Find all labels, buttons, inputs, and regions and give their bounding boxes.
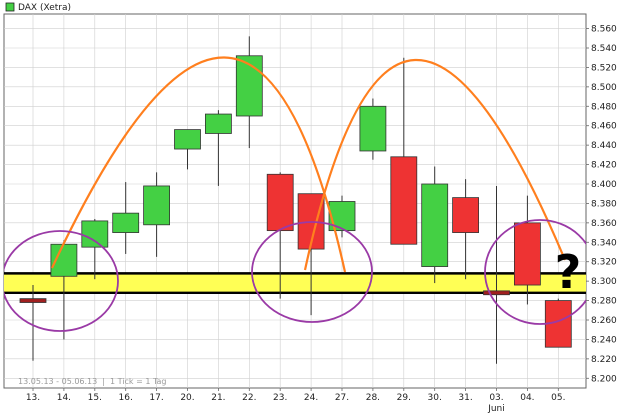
y-tick-label: 8.200 bbox=[591, 374, 617, 384]
y-tick-label: 8.260 bbox=[591, 316, 617, 326]
candle-body bbox=[452, 197, 480, 233]
candle-7 bbox=[204, 110, 232, 186]
x-tick-label: 05. bbox=[551, 393, 565, 403]
legend: DAX (Xetra) bbox=[5, 2, 71, 13]
y-tick-label: 8.420 bbox=[591, 161, 617, 171]
candle-8 bbox=[235, 36, 263, 149]
y-tick-label: 8.480 bbox=[591, 102, 617, 112]
candle-body bbox=[421, 183, 449, 267]
candle-16 bbox=[483, 185, 510, 364]
y-tick-label: 8.560 bbox=[591, 25, 617, 35]
y-axis: 8.200 8.220 8.240 8.260 8.280 8.300 8.320 8.340… bbox=[586, 25, 617, 384]
y-tick-label: 8.440 bbox=[591, 141, 617, 151]
candle-body bbox=[514, 222, 541, 286]
right-arc-annotation bbox=[303, 58, 567, 271]
plot-area bbox=[3, 13, 587, 389]
y-tick-label: 8.360 bbox=[591, 219, 617, 229]
x-tick-label: 17. bbox=[149, 393, 163, 403]
candle-1 bbox=[19, 285, 47, 361]
candle-body bbox=[81, 220, 109, 248]
x-tick-label: 31. bbox=[458, 393, 472, 403]
x-tick-label: 30. bbox=[428, 393, 442, 403]
candle-body bbox=[143, 185, 171, 226]
x-tick-label: 14. bbox=[57, 393, 71, 403]
circle-annotation-left bbox=[4, 230, 119, 332]
footer: 13.05.13 - 05.06.13 | 1 Tick = 1 Tag bbox=[18, 377, 167, 386]
annotation-overlay bbox=[4, 56, 586, 332]
y-tick-label: 8.520 bbox=[591, 63, 617, 73]
candle-15 bbox=[452, 179, 480, 280]
candle-6 bbox=[174, 129, 201, 170]
candle-5 bbox=[143, 172, 171, 257]
candle-body bbox=[390, 156, 418, 245]
candle-14 bbox=[421, 166, 449, 284]
y-tick-label: 8.320 bbox=[591, 258, 617, 268]
x-tick-label: 21. bbox=[211, 393, 225, 403]
candle-body bbox=[204, 113, 232, 134]
y-tick-label: 8.300 bbox=[591, 277, 617, 287]
footer-separator: | bbox=[102, 377, 105, 386]
y-tick-label: 8.400 bbox=[591, 180, 617, 190]
y-tick-label: 8.340 bbox=[591, 238, 617, 248]
y-tick-label: 8.460 bbox=[591, 122, 617, 132]
y-tick-label: 8.500 bbox=[591, 83, 617, 93]
candle-body bbox=[235, 55, 263, 117]
candle-body bbox=[174, 129, 201, 150]
legend-label: DAX (Xetra) bbox=[18, 3, 71, 13]
x-tick-label: 22. bbox=[242, 393, 256, 403]
circle-annotation-middle bbox=[251, 221, 373, 323]
x-tick-label: 24. bbox=[304, 393, 318, 403]
x-tick-label: 29. bbox=[397, 393, 411, 403]
left-arc-annotation bbox=[51, 56, 347, 273]
candle-3 bbox=[81, 218, 109, 280]
support-band bbox=[4, 272, 586, 294]
candles bbox=[19, 36, 572, 364]
y-tick-label: 8.380 bbox=[591, 199, 617, 209]
x-tick-label: 20. bbox=[180, 393, 194, 403]
candle-13 bbox=[390, 57, 418, 245]
support-band-fill bbox=[4, 273, 586, 293]
candle-9 bbox=[266, 172, 294, 299]
candle-body bbox=[19, 298, 47, 303]
footer-range: 13.05.13 - 05.06.13 bbox=[18, 377, 97, 386]
x-tick-label: 03. bbox=[489, 393, 503, 403]
candle-body bbox=[483, 290, 510, 296]
circle-annotation-right bbox=[484, 219, 586, 325]
y-tick-label: 8.240 bbox=[591, 335, 617, 345]
candle-17 bbox=[514, 195, 541, 305]
candle-12 bbox=[359, 98, 387, 160]
x-tick-label: 04. bbox=[520, 393, 534, 403]
x-axis: 13. 14. 15. 16. 17. 20. 21. 22. 23. 24. 27. 28. 29. 3… bbox=[26, 388, 565, 414]
candle-body bbox=[359, 105, 387, 152]
footer-tick-info: 1 Tick = 1 Tag bbox=[110, 377, 167, 386]
x-tick-label: 16. bbox=[119, 393, 133, 403]
x-tick-sublabel: Juni bbox=[487, 404, 505, 414]
candle-body bbox=[266, 173, 294, 232]
question-mark-annotation: ? bbox=[555, 245, 582, 299]
legend-swatch-icon bbox=[5, 2, 15, 12]
y-tick-label: 8.220 bbox=[591, 355, 617, 365]
candle-4 bbox=[112, 182, 140, 254]
x-tick-label: 23. bbox=[273, 393, 287, 403]
y-tick-label: 8.280 bbox=[591, 297, 617, 307]
candle-body bbox=[112, 212, 140, 233]
x-tick-label: 15. bbox=[88, 393, 102, 403]
y-tick-label: 8.540 bbox=[591, 44, 617, 54]
x-tick-label: 13. bbox=[26, 393, 40, 403]
x-tick-label: 28. bbox=[366, 393, 380, 403]
x-tick-label: 27. bbox=[335, 393, 349, 403]
